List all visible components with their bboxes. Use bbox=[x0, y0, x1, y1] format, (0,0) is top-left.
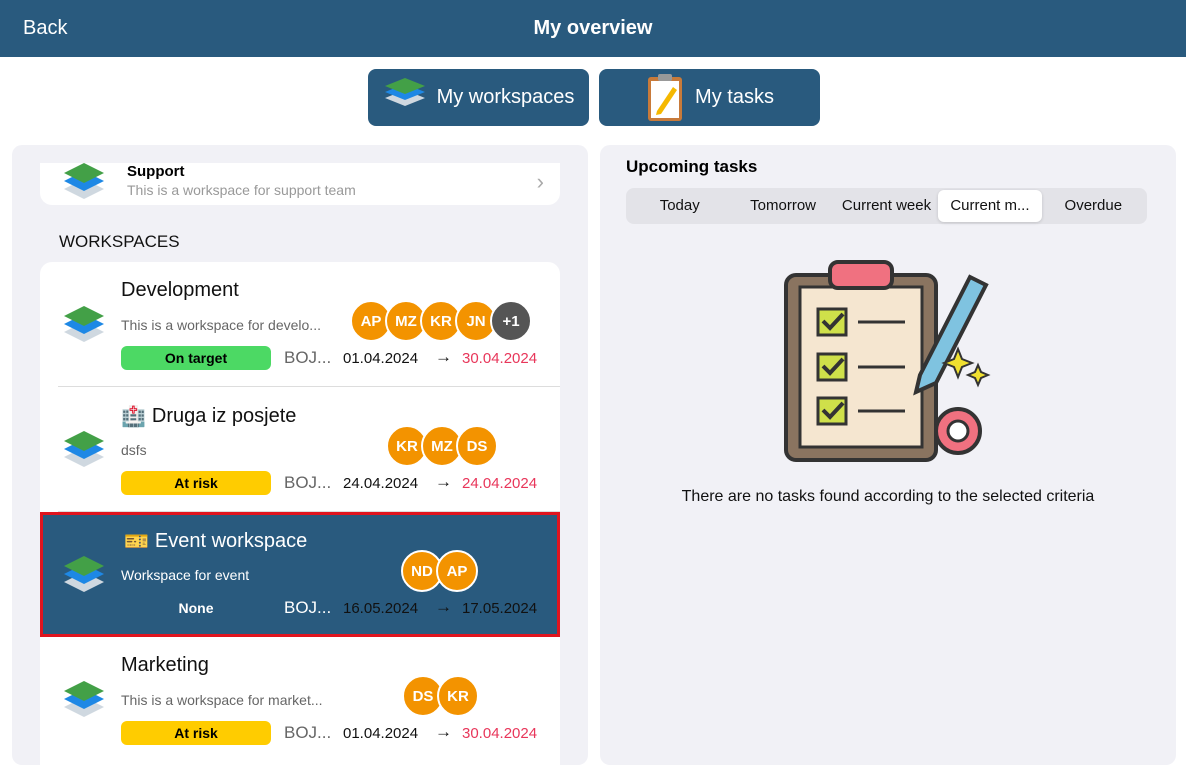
end-date: 17.05.2024 bbox=[462, 600, 538, 617]
member-avatars: KR MZ DS bbox=[386, 425, 498, 467]
workspace-emoji-icon: 🏥 bbox=[121, 406, 146, 428]
workspace-name: Marketing bbox=[121, 654, 209, 676]
member-avatars: ND AP bbox=[401, 550, 478, 592]
my-workspaces-button[interactable]: My workspaces bbox=[368, 69, 589, 126]
workspace-row[interactable]: 🏥 Druga iz posjete dsfs At risk BOJ... 24… bbox=[40, 387, 560, 512]
start-date: 01.04.2024 bbox=[343, 725, 419, 742]
layers-icon bbox=[62, 675, 106, 719]
workspace-name: Druga iz posjete bbox=[151, 405, 297, 427]
tab-current-m[interactable]: Current m... bbox=[938, 190, 1042, 222]
status-badge: At risk bbox=[121, 721, 271, 745]
workspace-name: Support bbox=[127, 163, 185, 180]
layers-icon bbox=[62, 550, 106, 594]
workspace-description: This is a workspace for market... bbox=[121, 692, 323, 708]
workspace-row[interactable]: Marketing This is a workspace for market… bbox=[40, 637, 560, 762]
member-avatars: DS KR bbox=[402, 675, 479, 717]
tab-tomorrow[interactable]: Tomorrow bbox=[750, 197, 817, 214]
arrow-right-icon: → bbox=[435, 347, 452, 366]
workspace-description: This is a workspace for support team bbox=[127, 182, 356, 198]
chevron-right-icon: › bbox=[536, 169, 544, 194]
clipboard-pencil-icon bbox=[648, 73, 683, 121]
more-members-badge: +1 bbox=[490, 300, 532, 342]
header: Back My overview bbox=[0, 0, 1186, 57]
workspace-emoji-icon: 🎫 bbox=[124, 531, 149, 553]
status-badge: At risk bbox=[121, 471, 271, 495]
my-tasks-button[interactable]: My tasks bbox=[599, 69, 820, 126]
task-period-segmented-control: Today Tomorrow Current week Current m... Ove… bbox=[626, 188, 1147, 224]
tasks-panel: Upcoming tasks Today Tomorrow Current week… bbox=[600, 145, 1176, 765]
owner-label: BOJ... bbox=[284, 348, 332, 367]
workspace-name: Event workspace bbox=[154, 530, 308, 552]
arrow-right-icon: → bbox=[435, 597, 452, 616]
support-workspace-item[interactable]: Support This is a workspace for support … bbox=[40, 163, 560, 205]
workspace-description: This is a workspace for develo... bbox=[121, 317, 321, 333]
start-date: 16.05.2024 bbox=[343, 600, 419, 617]
owner-label: BOJ... bbox=[284, 473, 332, 492]
owner-label: BOJ... bbox=[284, 723, 332, 742]
end-date: 30.04.2024 bbox=[462, 725, 538, 742]
member-avatar: DS bbox=[456, 425, 498, 467]
clipboard-checklist-illustration bbox=[784, 260, 991, 462]
tab-today[interactable]: Today bbox=[659, 197, 700, 214]
start-date: 01.04.2024 bbox=[343, 350, 419, 367]
workspace-name: Development bbox=[121, 279, 239, 301]
layers-icon bbox=[62, 425, 106, 469]
workspace-row[interactable]: Development This is a workspace for deve… bbox=[40, 262, 560, 387]
member-avatar: AP bbox=[436, 550, 478, 592]
layers-icon bbox=[64, 163, 104, 199]
arrow-right-icon: → bbox=[435, 472, 452, 491]
arrow-right-icon: → bbox=[435, 722, 452, 741]
workspace-list: Development This is a workspace for deve… bbox=[40, 262, 560, 765]
page-title: My overview bbox=[533, 17, 653, 39]
start-date: 24.04.2024 bbox=[343, 475, 419, 492]
workspace-description: Workspace for event bbox=[121, 567, 250, 583]
layers-icon bbox=[62, 300, 106, 344]
row-divider bbox=[58, 386, 560, 387]
tab-current-week[interactable]: Current week bbox=[841, 197, 932, 214]
member-avatars: AP MZ KR JN +1 bbox=[350, 300, 532, 342]
end-date: 30.04.2024 bbox=[462, 350, 538, 367]
back-button[interactable]: Back bbox=[23, 17, 68, 39]
layers-icon bbox=[384, 77, 425, 106]
my-tasks-label: My tasks bbox=[695, 86, 774, 108]
end-date: 24.04.2024 bbox=[462, 475, 538, 492]
empty-state-text: There are no tasks found according to th… bbox=[681, 488, 1095, 505]
section-label: WORKSPACES bbox=[59, 232, 180, 251]
workspace-row[interactable]: 🎫 Event workspace Workspace for event Non… bbox=[40, 512, 560, 637]
workspace-description: dsfs bbox=[121, 442, 147, 458]
owner-label: BOJ... bbox=[284, 598, 332, 617]
status-badge: None bbox=[178, 600, 214, 616]
tab-overdue[interactable]: Overdue bbox=[1064, 197, 1123, 214]
workspaces-panel: Support This is a workspace for support … bbox=[12, 145, 588, 765]
my-workspaces-label: My workspaces bbox=[436, 86, 575, 108]
upcoming-tasks-title: Upcoming tasks bbox=[626, 157, 758, 176]
member-avatar: KR bbox=[437, 675, 479, 717]
row-divider bbox=[58, 511, 560, 512]
status-badge: On target bbox=[121, 346, 271, 370]
